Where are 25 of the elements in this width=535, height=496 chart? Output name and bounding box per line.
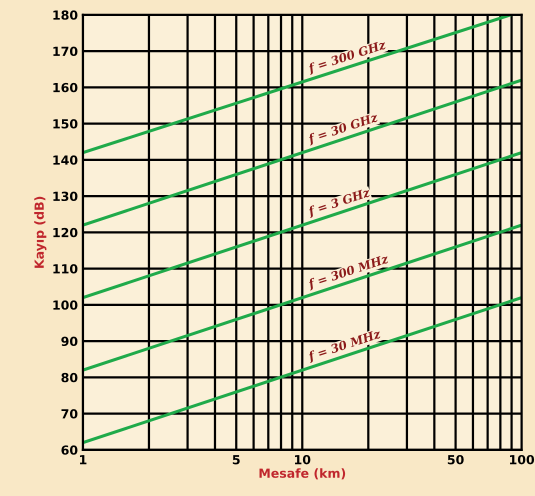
text: f = 30 GHz bbox=[306, 112, 380, 146]
text: f = 300 MHz bbox=[306, 254, 390, 291]
text: f = 30 MHz bbox=[306, 328, 382, 364]
y-tick-label: 140 bbox=[53, 155, 78, 165]
y-tick-label: 80 bbox=[61, 372, 78, 382]
y-tick-label: 60 bbox=[61, 445, 78, 455]
y-axis-title: Kayıp (dB) bbox=[34, 196, 46, 268]
x-tick-label: 5 bbox=[232, 455, 240, 464]
y-tick-label: 120 bbox=[53, 228, 78, 238]
y-tick-label: 70 bbox=[62, 409, 78, 419]
text: f = 3 GHz bbox=[306, 187, 372, 218]
text: f = 300 GHz bbox=[306, 40, 388, 75]
y-tick-label: 160 bbox=[53, 82, 78, 92]
x-tick-label: 10 bbox=[294, 454, 310, 464]
y-tick-label: 100 bbox=[53, 300, 78, 310]
x-tick-label: 50 bbox=[448, 454, 464, 464]
x-tick-label: 100 bbox=[510, 454, 534, 464]
y-tick-label: 90 bbox=[61, 336, 78, 346]
x-tick-label: 1 bbox=[80, 455, 86, 464]
y-tick-label: 130 bbox=[53, 192, 78, 202]
y-tick-label: 180 bbox=[53, 10, 78, 20]
y-tick-label: 150 bbox=[53, 119, 78, 129]
x-axis-title: Mesafe (km) bbox=[260, 468, 346, 480]
y-tick-label: 110 bbox=[53, 264, 78, 274]
y-tick-label: 170 bbox=[53, 46, 78, 56]
